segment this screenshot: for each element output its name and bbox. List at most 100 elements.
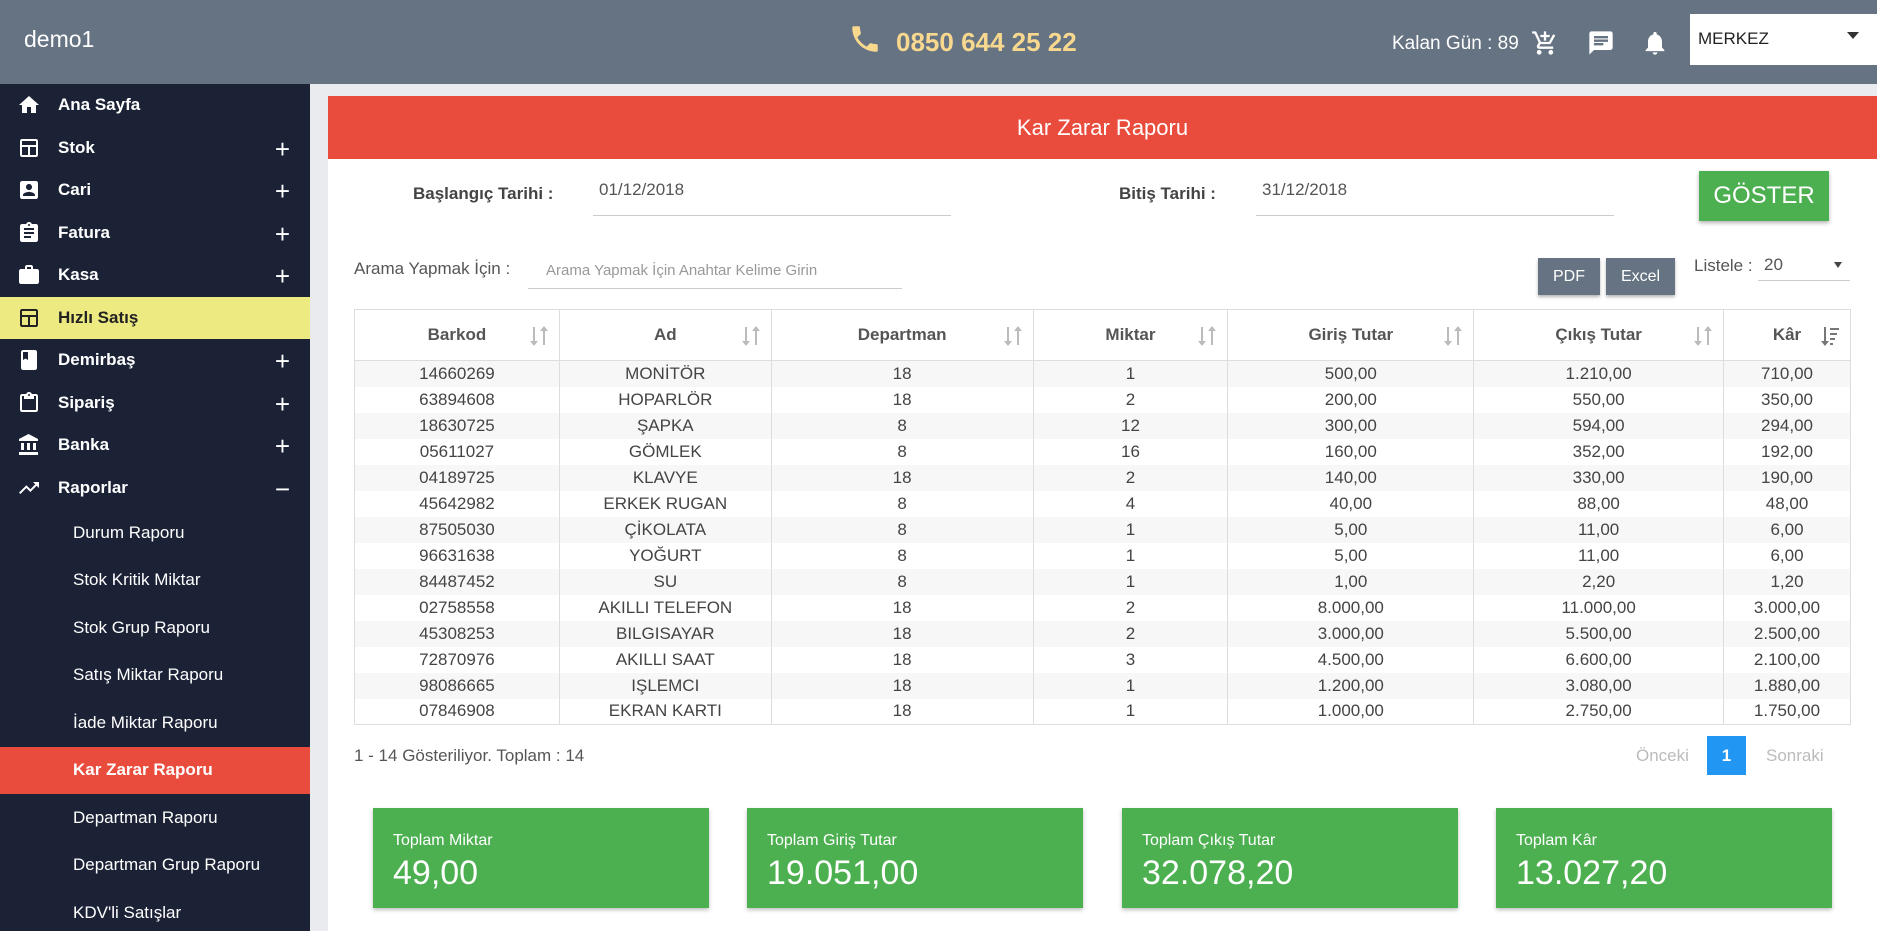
table-cell: 1 xyxy=(1033,516,1229,543)
table-cell: YOĞURT xyxy=(559,542,772,569)
table-cell: 710,00 xyxy=(1723,360,1851,387)
column-header-departman[interactable]: Departman xyxy=(771,309,1034,361)
sidebar-subitem-departman-raporu[interactable]: Departman Raporu xyxy=(73,807,218,827)
end-date-field[interactable]: 31/12/2018 xyxy=(1256,180,1614,216)
table-cell: 72870976 xyxy=(354,646,560,673)
start-date-field[interactable]: 01/12/2018 xyxy=(593,180,951,216)
column-header-barkod[interactable]: Barkod xyxy=(354,309,560,361)
pagination-prev[interactable]: Önceki xyxy=(1636,746,1689,765)
expand-icon[interactable]: + xyxy=(274,133,290,164)
sidebar-item-banka[interactable]: Banka + xyxy=(0,424,310,467)
brand-name[interactable]: demo1 xyxy=(24,26,95,52)
table-row[interactable]: 07846908 EKRAN KARTI 18 1 1.000,00 2.750,00 1.… xyxy=(354,698,1851,725)
table-row[interactable]: 87505030 ÇİKOLATA 8 1 5,00 11,00 6,00 xyxy=(354,516,1851,543)
table-row[interactable]: 14660269 MONİTÖR 18 1 500,00 1.210,00 710,00 xyxy=(354,360,1851,387)
table-cell: 8 xyxy=(771,490,1034,517)
column-header-kar[interactable]: Kâr xyxy=(1723,309,1851,361)
sidebar-item-ana-sayfa[interactable]: Ana Sayfa xyxy=(0,84,310,127)
total-card-miktar: Toplam Miktar 49,00 xyxy=(373,808,709,908)
table-cell: 6,00 xyxy=(1723,516,1851,543)
expand-icon[interactable]: + xyxy=(274,261,290,291)
list-size-select[interactable]: 20 xyxy=(1758,251,1850,281)
table-row[interactable]: 63894608 HOPARLÖR 18 2 200,00 550,00 350,00 xyxy=(354,386,1851,413)
sidebar-item-label: Hızlı Satış xyxy=(58,307,139,327)
table-cell: 18 xyxy=(771,386,1034,413)
cart-icon[interactable] xyxy=(1530,28,1560,58)
calculator-icon xyxy=(16,305,42,331)
table-cell: 02758558 xyxy=(354,594,560,621)
sidebar-subitem-kdvli-satislar[interactable]: KDV'li Satışlar xyxy=(73,902,182,922)
table-cell: 2.750,00 xyxy=(1473,698,1725,725)
table-cell: 8 xyxy=(771,438,1034,465)
chevron-down-icon xyxy=(1834,262,1842,268)
sidebar-item-cari[interactable]: Cari + xyxy=(0,169,310,212)
sort-icon[interactable] xyxy=(1443,325,1463,347)
collapse-icon[interactable]: − xyxy=(274,473,290,504)
sort-icon[interactable] xyxy=(1003,325,1023,347)
sidebar-item-fatura[interactable]: Fatura + xyxy=(0,212,310,255)
total-label: Toplam Kâr xyxy=(1516,832,1597,849)
sidebar-item-label: Banka xyxy=(58,435,110,455)
sidebar-subitem-durum-raporu[interactable]: Durum Raporu xyxy=(73,522,185,542)
column-header-ad[interactable]: Ad xyxy=(559,309,772,361)
expand-icon[interactable]: + xyxy=(274,388,290,419)
table-cell: ERKEK RUGAN xyxy=(559,490,772,517)
expand-icon[interactable]: + xyxy=(274,176,290,206)
sidebar-item-stok[interactable]: Stok + xyxy=(0,127,310,170)
sort-icon[interactable] xyxy=(1197,325,1217,347)
pagination-next[interactable]: Sonraki xyxy=(1766,746,1824,765)
sort-icon[interactable] xyxy=(529,325,549,347)
table-cell: SU xyxy=(559,568,772,595)
expand-icon[interactable]: + xyxy=(274,218,290,249)
table-cell: 18630725 xyxy=(354,412,560,439)
table-cell: 350,00 xyxy=(1761,389,1813,409)
pdf-button[interactable]: PDF xyxy=(1538,258,1600,295)
table-row[interactable]: 05611027 GÖMLEK 8 16 160,00 352,00 192,00 xyxy=(354,438,1851,465)
sidebar-item-raporlar[interactable]: Raporlar − xyxy=(0,467,310,510)
sidebar-subitem-satis-miktar-raporu[interactable]: Satış Miktar Raporu xyxy=(73,665,224,685)
table-row[interactable]: 18630725 ŞAPKA 8 12 300,00 594,00 294,00 xyxy=(354,412,1851,439)
sort-desc-icon[interactable] xyxy=(1820,325,1840,347)
sidebar-item-kasa[interactable]: Kasa + xyxy=(0,254,310,297)
table-row[interactable]: 84487452 SU 8 1 1,00 2,20 1,20 xyxy=(354,568,1851,595)
sidebar-subitem-iade-miktar-raporu[interactable]: İade Miktar Raporu xyxy=(73,712,218,732)
table-row[interactable]: 96631638 YOĞURT 8 1 5,00 11,00 6,00 xyxy=(354,542,1851,569)
table-cell: 48,00 xyxy=(1765,493,1809,513)
column-header-cikis-tutar[interactable]: Çıkış Tutar xyxy=(1473,309,1725,361)
search-input[interactable] xyxy=(528,253,902,289)
sidebar-item-label: Stok xyxy=(58,137,95,157)
book-icon xyxy=(16,347,42,373)
column-header-giris-tutar[interactable]: Giriş Tutar xyxy=(1227,309,1475,361)
table-cell: 18 xyxy=(771,620,1034,647)
sidebar-subitem-kar-zarar-raporu[interactable]: Kar Zarar Raporu xyxy=(0,746,310,794)
sort-icon[interactable] xyxy=(1693,325,1713,347)
report-panel: Kar Zarar Raporu Başlangıç Tarihi : 01/1… xyxy=(328,96,1877,931)
message-icon[interactable] xyxy=(1586,28,1616,58)
pagination-page-1[interactable]: 1 xyxy=(1707,736,1746,775)
table-summary: 1 - 14 Gösteriliyor. Toplam : 14 xyxy=(354,746,585,765)
expand-icon[interactable]: + xyxy=(274,431,290,461)
sidebar-subitem-departman-grup-raporu[interactable]: Departman Grup Raporu xyxy=(73,855,261,875)
sidebar-subitem-stok-grup-raporu[interactable]: Stok Grup Raporu xyxy=(73,617,211,637)
list-size-value: 20 xyxy=(1764,255,1783,274)
branch-select[interactable]: MERKEZ xyxy=(1690,14,1877,65)
table-cell: 330,00 xyxy=(1473,464,1725,491)
table-cell: 18 xyxy=(771,594,1034,621)
table-row[interactable]: 45308253 BILGISAYAR 18 2 3.000,00 5.500,00 2.5… xyxy=(354,620,1851,647)
column-header-miktar[interactable]: Miktar xyxy=(1033,309,1229,361)
excel-button[interactable]: Excel xyxy=(1606,258,1675,295)
bell-icon[interactable] xyxy=(1640,28,1670,58)
table-row[interactable]: 98086665 IŞLEMCI 18 1 1.200,00 3.080,00 1.880,… xyxy=(354,672,1851,699)
sidebar-item-hizli-satis[interactable]: Hızlı Satış xyxy=(0,296,310,339)
table-row[interactable]: 02758558 AKILLI TELEFON 18 2 8.000,00 11.000,… xyxy=(354,594,1851,621)
sort-icon[interactable] xyxy=(741,325,761,347)
table-row[interactable]: 45642982 ERKEK RUGAN 8 4 40,00 88,00 48,00 xyxy=(354,490,1851,517)
table-row[interactable]: 04189725 KLAVYE 18 2 140,00 330,00 190,00 xyxy=(354,464,1851,491)
sidebar-item-siparis[interactable]: Sipariş + xyxy=(0,382,310,425)
table-cell: 8.000,00 xyxy=(1227,594,1475,621)
sidebar-item-demirbas[interactable]: Demirbaş + xyxy=(0,339,310,382)
sidebar-subitem-stok-kritik-miktar[interactable]: Stok Kritik Miktar xyxy=(73,570,201,590)
show-button[interactable]: GÖSTER xyxy=(1699,171,1829,221)
table-row[interactable]: 72870976 AKILLI SAAT 18 3 4.500,00 6.600,00 2.… xyxy=(354,646,1851,673)
expand-icon[interactable]: + xyxy=(274,346,290,376)
